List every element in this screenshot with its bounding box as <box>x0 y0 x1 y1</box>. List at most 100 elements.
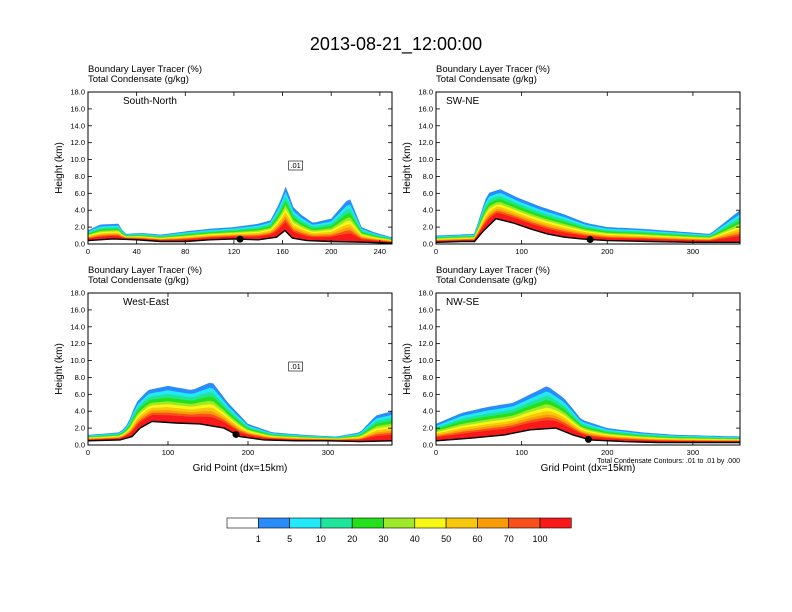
y-tick-label: 12.0 <box>70 339 85 348</box>
y-tick-label: 2.0 <box>75 223 85 232</box>
panel-header-line2: Total Condensate (g/kg) <box>436 275 537 286</box>
y-tick-label: 6.0 <box>423 189 433 198</box>
y-tick-label: 12.0 <box>418 138 433 147</box>
chart-panel-1: Boundary Layer Tracer (%)Total Condensat… <box>54 64 393 256</box>
colorbar-label: 70 <box>504 534 514 544</box>
colorbar-swatch <box>289 517 322 529</box>
contour-label-box <box>288 160 303 171</box>
x-tick-label: 200 <box>325 247 338 256</box>
y-tick-label: 14.0 <box>418 322 433 331</box>
panel-name: South-North <box>123 96 177 107</box>
y-tick-label: 0.0 <box>423 441 433 450</box>
x-tick-label: 100 <box>162 448 175 457</box>
colorbar-swatch <box>383 517 416 529</box>
station-marker <box>236 235 244 243</box>
y-tick-label: 18.0 <box>418 289 433 298</box>
station-marker <box>584 435 592 443</box>
y-tick-label: 14.0 <box>70 121 85 130</box>
x-tick-label: 0 <box>434 247 438 256</box>
y-tick-label: 14.0 <box>70 322 85 331</box>
colorbar-label: 60 <box>472 534 482 544</box>
plot-area <box>436 189 740 244</box>
colorbar: 1 5 10 20 30 40 50 60 70 100 <box>226 517 572 544</box>
x-tick-label: 200 <box>242 448 255 457</box>
panel-name: NW-SE <box>446 297 479 308</box>
colorbar-label: 5 <box>287 534 292 544</box>
terrain-line <box>436 217 740 243</box>
colorbar-swatch <box>445 517 478 529</box>
y-tick-label: 4.0 <box>75 407 85 416</box>
y-tick-label: 2.0 <box>423 424 433 433</box>
y-tick-label: 16.0 <box>418 104 433 113</box>
colorbar-swatch <box>477 517 509 529</box>
plot-area <box>436 386 740 445</box>
y-tick-label: 14.0 <box>418 121 433 130</box>
y-tick-label: 8.0 <box>423 373 433 382</box>
tracer-band-10 <box>88 222 392 244</box>
panel-name: West-East <box>123 297 169 308</box>
panel-header-line1: Boundary Layer Tracer (%) <box>436 265 550 276</box>
x-tick-label: 200 <box>601 247 614 256</box>
x-tick-label: 0 <box>86 247 90 256</box>
plot-frame <box>87 292 393 446</box>
y-tick-label: 10.0 <box>70 356 85 365</box>
terrain-line <box>436 427 740 444</box>
panel-name: SW-NE <box>446 96 479 107</box>
colorbar-swatch <box>226 517 259 529</box>
tracer-band-9 <box>88 219 392 244</box>
y-tick-label: 8.0 <box>75 172 85 181</box>
x-axis-label: Grid Point (dx=15km) <box>541 463 636 474</box>
colorbar-label: 40 <box>410 534 420 544</box>
x-tick-label: 100 <box>515 247 528 256</box>
y-tick-label: 6.0 <box>75 390 85 399</box>
y-tick-label: 8.0 <box>75 373 85 382</box>
x-tick-label: 40 <box>132 247 140 256</box>
y-axis-label: Height (km) <box>402 142 413 194</box>
contour-label: .01 <box>290 161 300 170</box>
panel-header-line1: Boundary Layer Tracer (%) <box>436 64 550 75</box>
terrain-fill <box>436 218 740 244</box>
colorbar-swatch <box>508 517 541 529</box>
x-tick-label: 0 <box>86 448 90 457</box>
contour-label-box <box>288 361 303 372</box>
y-axis-label: Height (km) <box>54 343 65 395</box>
terrain-line <box>88 229 392 244</box>
x-tick-label: 80 <box>181 247 189 256</box>
x-tick-label: 300 <box>687 247 700 256</box>
chart-panel-3: Boundary Layer Tracer (%)Total Condensat… <box>54 265 393 474</box>
y-tick-label: 12.0 <box>70 138 85 147</box>
colorbar-label: 100 <box>532 534 547 544</box>
plot-frame <box>435 91 741 245</box>
y-tick-label: 8.0 <box>423 172 433 181</box>
y-tick-label: 10.0 <box>418 356 433 365</box>
plot-area <box>88 186 392 244</box>
tracer-band-10 <box>436 213 740 243</box>
y-tick-label: 0.0 <box>75 441 85 450</box>
terrain-line <box>88 420 392 443</box>
y-tick-label: 0.0 <box>75 240 85 249</box>
x-tick-label: 120 <box>228 247 241 256</box>
panel-header-line2: Total Condensate (g/kg) <box>436 74 537 85</box>
y-tick-label: 18.0 <box>70 88 85 97</box>
y-tick-label: 4.0 <box>423 407 433 416</box>
plot-frame <box>435 292 741 446</box>
terrain-fill <box>436 428 740 445</box>
colorbar-swatch <box>257 517 290 529</box>
colorbar-label: 10 <box>316 534 326 544</box>
y-tick-label: 6.0 <box>75 189 85 198</box>
y-tick-label: 0.0 <box>423 240 433 249</box>
y-tick-label: 16.0 <box>70 305 85 314</box>
panel-header-line2: Total Condensate (g/kg) <box>88 74 189 85</box>
station-marker <box>586 235 594 243</box>
colorbar-label: 1 <box>256 534 261 544</box>
colorbar-label: 20 <box>347 534 357 544</box>
figure-title: 2013-08-21_12:00:00 <box>310 34 482 55</box>
terrain-fill <box>88 421 392 445</box>
x-tick-label: 240 <box>374 247 387 256</box>
colorbar-swatch <box>539 517 572 529</box>
x-axis-label: Grid Point (dx=15km) <box>193 463 288 474</box>
y-tick-label: 2.0 <box>75 424 85 433</box>
y-tick-label: 4.0 <box>75 206 85 215</box>
y-axis-label: Height (km) <box>402 343 413 395</box>
